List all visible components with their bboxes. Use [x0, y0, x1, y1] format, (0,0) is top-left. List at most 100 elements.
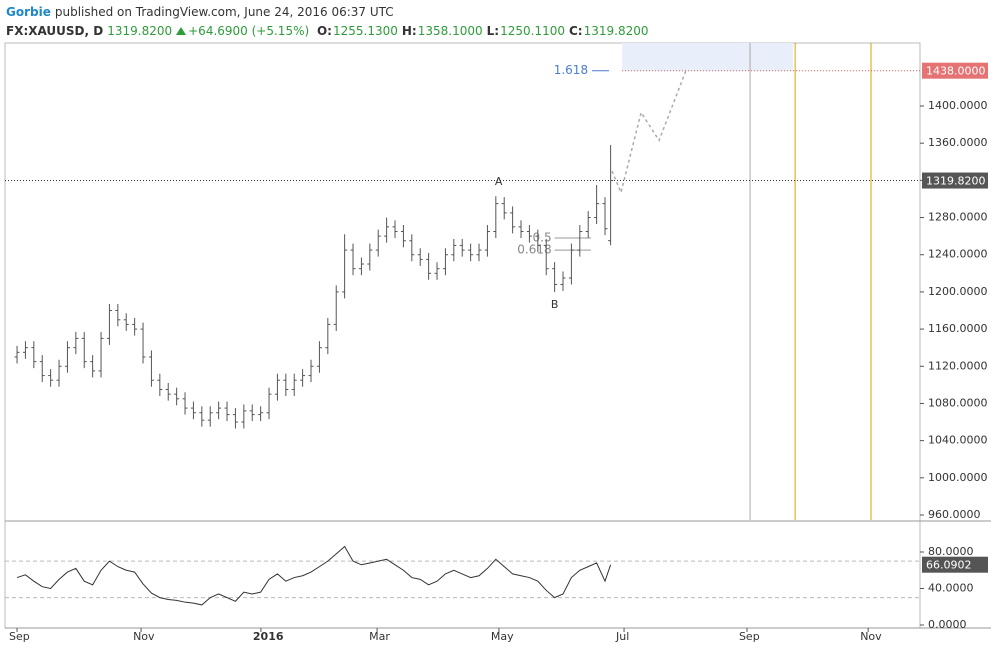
- ohlc-bar: [552, 262, 558, 292]
- ohlc-bar: [39, 355, 45, 383]
- wave-point-label: A: [495, 175, 503, 188]
- ohlc-bar: [484, 224, 490, 257]
- ohlc-bar: [510, 206, 516, 234]
- up-arrow: [176, 27, 187, 35]
- rsi-last-box: [922, 556, 988, 573]
- ohlc-bar: [249, 404, 255, 422]
- ohlc-bar: [123, 313, 129, 331]
- ohlc-bar: [434, 262, 440, 280]
- last-price-label: 1319.8200: [926, 175, 986, 188]
- y-tick-label: 80.0000: [928, 545, 974, 558]
- ohlc-bar: [283, 373, 289, 397]
- ohlc-bar: [526, 224, 532, 243]
- y-tick-label: 1040.0000: [928, 434, 988, 447]
- ohlc-bar: [300, 369, 306, 387]
- ohlc-bar: [140, 322, 146, 364]
- ohlc-bar: [577, 224, 583, 257]
- ohlc-bar: [241, 404, 247, 429]
- ohlc-bar: [73, 331, 79, 355]
- ohlc-value: 1255.1300: [332, 24, 398, 38]
- ohlc-key: O:: [316, 24, 332, 38]
- y-tick-label: 1160.0000: [928, 322, 988, 335]
- target-zone: [622, 43, 793, 71]
- fib-extension-label: 1.618: [554, 63, 588, 77]
- x-tick-label: May: [491, 630, 514, 643]
- wave-point-label: B: [551, 298, 559, 311]
- ohlc-bar: [56, 359, 62, 387]
- ohlc-bar: [501, 197, 507, 220]
- ohlc-bar: [132, 317, 138, 336]
- y-tick-label: 40.0000: [928, 582, 974, 595]
- ohlc-bar: [207, 406, 213, 427]
- y-tick-label: 0.0000: [928, 618, 967, 631]
- ohlc-bar: [375, 229, 381, 257]
- ohlc-bar: [384, 217, 390, 243]
- ohlc-bar: [224, 401, 230, 422]
- y-tick-label: 1280.0000: [928, 211, 988, 224]
- ohlc-bar: [48, 369, 54, 387]
- y-tick-label: 1080.0000: [928, 396, 988, 409]
- ohlc-bar: [459, 238, 465, 257]
- ohlc-bar: [216, 401, 222, 420]
- y-tick-label: 1000.0000: [928, 471, 988, 484]
- ohlc-bar: [98, 331, 104, 378]
- author[interactable]: Gorbie: [6, 5, 51, 19]
- ohlc-bar: [148, 350, 154, 387]
- y-tick-label: 1120.0000: [928, 359, 988, 372]
- symbol: FX:XAUUSD, D: [6, 24, 104, 38]
- ohlc-bar: [165, 382, 171, 401]
- ohlc-bar: [115, 303, 121, 327]
- ohlc-bar: [258, 406, 264, 422]
- ohlc: O:1255.1300 H:1358.1000 L:1250.1100 C:1319.…: [317, 24, 653, 38]
- ohlc-key: H:: [401, 24, 417, 38]
- target-price-box: [922, 62, 988, 79]
- x-tick-label: 2016: [253, 630, 284, 643]
- x-tick-label: Jul: [615, 630, 629, 643]
- x-tick-label: Nov: [133, 630, 155, 643]
- ohlc-bar: [266, 387, 272, 420]
- ohlc-bar: [608, 144, 614, 246]
- ohlc-bar: [157, 373, 163, 397]
- fib-level-label: 0.618: [517, 243, 551, 257]
- ohlc-bar: [22, 341, 28, 359]
- ohlc-bar: [31, 341, 37, 369]
- ohlc-bar: [493, 196, 499, 239]
- publish-line: Gorbie published on TradingView.com, June…: [6, 3, 657, 22]
- x-tick-label: Sep: [9, 630, 30, 643]
- fib-level-label: 0.5: [533, 231, 552, 245]
- header: Gorbie published on TradingView.com, June…: [6, 3, 657, 41]
- y-tick-label: 1200.0000: [928, 285, 988, 298]
- ohlc-bar: [316, 341, 322, 373]
- ohlc-bar: [358, 257, 364, 276]
- ohlc-bar: [535, 229, 541, 252]
- ohlc-bar: [400, 224, 406, 248]
- ohlc-bar: [64, 341, 70, 373]
- y-tick-label: 1240.0000: [928, 248, 988, 261]
- ohlc-value: 1250.1100: [500, 24, 565, 38]
- x-tick-label: Mar: [369, 630, 390, 643]
- ohlc-bar: [367, 243, 373, 271]
- ohlc-bar: [518, 220, 524, 239]
- ohlc-bar: [602, 197, 608, 236]
- ohlc-bar: [409, 234, 415, 262]
- ohlc-value: 1358.1000: [417, 24, 483, 38]
- ohlc-bar: [451, 238, 457, 262]
- ohlc-bar: [392, 220, 398, 239]
- ohlc-bar: [174, 387, 180, 406]
- ohlc-bar: [476, 243, 482, 262]
- y-tick-label: 1400.0000: [928, 99, 988, 112]
- y-tick-label: 1360.0000: [928, 136, 988, 149]
- quote-line: FX:XAUUSD, D 1319.8200 +64.6900 (+5.15%) O…: [6, 22, 657, 41]
- ohlc-bar: [417, 248, 423, 266]
- ohlc-bar: [543, 238, 549, 276]
- y-tick-label: 960.0000: [928, 508, 981, 521]
- ohlc-bar: [308, 359, 314, 383]
- published: published on TradingView.com, June 24, 2…: [54, 5, 394, 19]
- ohlc-key: L:: [486, 24, 500, 38]
- ohlc-bar: [442, 248, 448, 276]
- ohlc-bar: [232, 408, 238, 429]
- ohlc-bar: [350, 243, 356, 276]
- change: +64.6900 (+5.15%): [188, 24, 310, 38]
